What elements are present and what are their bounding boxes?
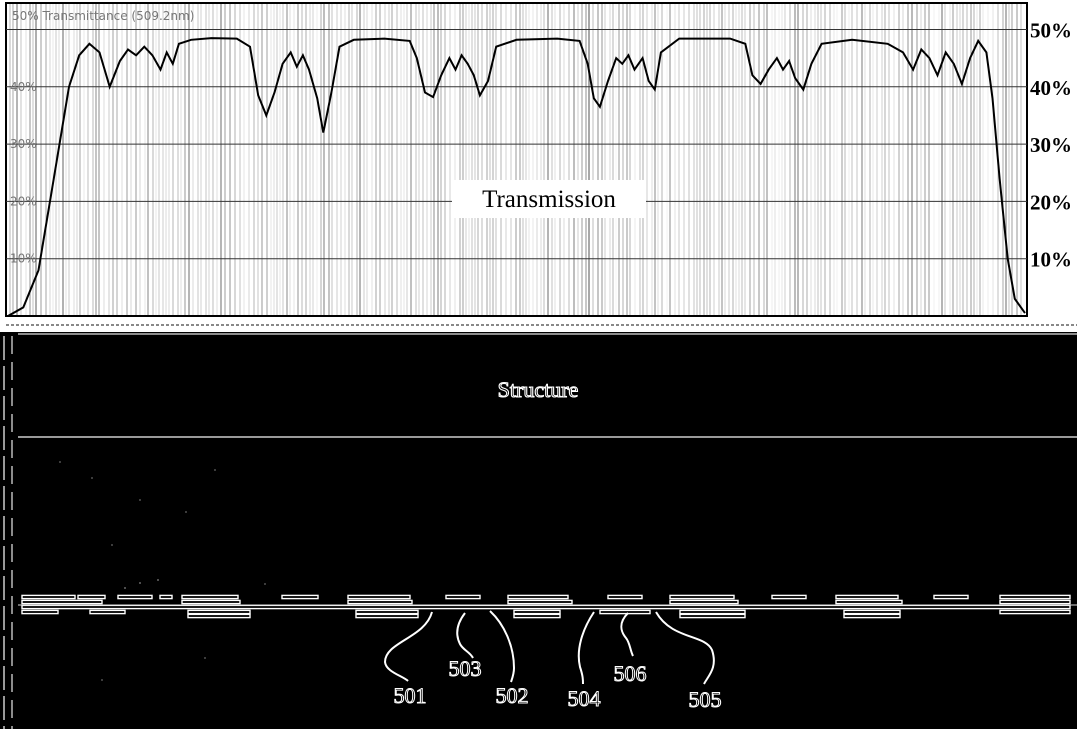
- layer-segment: [679, 609, 746, 615]
- layer-segment: [347, 594, 411, 600]
- layer-segment: [347, 599, 413, 605]
- vertical-hatching: [9, 4, 1022, 315]
- leader-502: [489, 610, 516, 683]
- layer-segment: [513, 613, 561, 619]
- layer-segment: [999, 599, 1071, 605]
- layer-segment: [607, 594, 643, 600]
- faint-tick-label: 40%: [10, 80, 37, 94]
- faint-tick-label: 20%: [10, 194, 37, 208]
- y-tick-label: 10%: [1030, 248, 1072, 272]
- layer-segment: [181, 599, 241, 605]
- layer-segment: [771, 594, 807, 600]
- layer-segment: [999, 609, 1071, 615]
- y-tick-label: 50%: [1030, 18, 1072, 42]
- layer-segment: [843, 609, 901, 615]
- structure-panel: Structure 501 503 502 504 506 505: [0, 332, 1077, 729]
- y-tick-label: 20%: [1030, 190, 1072, 214]
- layer-segment: [187, 613, 251, 619]
- layer-segment: [77, 594, 106, 600]
- callout-label-506: 506: [614, 661, 647, 686]
- structure-title: Structure: [498, 377, 579, 402]
- layer-segment: [835, 599, 903, 605]
- faint-caption: 50% Transmittance (509.2nm): [12, 9, 194, 23]
- faint-tick-labels: 40% 30% 20% 10%: [10, 80, 37, 266]
- leader-506: [620, 612, 634, 657]
- layer-stack: [21, 594, 1071, 619]
- leader-505: [655, 611, 715, 685]
- callout-label-504: 504: [568, 686, 601, 711]
- y-tick-labels: 50% 40% 30% 20% 10%: [1030, 18, 1072, 271]
- layer-segment: [159, 594, 173, 600]
- y-tick-label: 40%: [1030, 76, 1072, 100]
- layer-segment: [21, 594, 76, 600]
- layer-segment: [507, 594, 569, 600]
- layer-segment: [117, 594, 153, 600]
- faint-tick-label: 30%: [10, 137, 37, 151]
- layer-segment: [513, 609, 561, 615]
- callout-label-503: 503: [449, 656, 482, 681]
- layer-segment: [355, 609, 419, 615]
- transmission-panel: 50% Transmittance (509.2nm) 40% 30% 20% 10%…: [5, 2, 1072, 317]
- structure-background: [0, 332, 1077, 729]
- speckles: [59, 461, 266, 681]
- layer-segment: [21, 609, 59, 615]
- layer-segment: [843, 613, 901, 619]
- layer-segment: [999, 594, 1071, 600]
- layer-segment: [599, 609, 651, 615]
- title-backdrop: [452, 180, 646, 218]
- layer-segment: [679, 613, 746, 619]
- layer-segment: [21, 604, 1071, 610]
- callout-leaders: [383, 610, 715, 685]
- leader-504: [577, 611, 595, 685]
- callout-labels: 501 503 502 504 506 505: [393, 656, 722, 713]
- leader-501: [383, 611, 433, 682]
- layer-segment: [669, 594, 735, 600]
- callout-label-505: 505: [689, 687, 722, 712]
- layer-segment: [89, 609, 126, 615]
- layer-segment: [281, 594, 319, 600]
- layer-segment: [445, 594, 481, 600]
- layer-segment: [933, 594, 969, 600]
- series-line-transmission: [7, 37, 1026, 317]
- left-edge-strip: [2, 332, 16, 729]
- layer-segment: [507, 599, 573, 605]
- faint-tick-label: 10%: [10, 252, 37, 266]
- layer-segment: [21, 599, 103, 605]
- leader-503: [456, 612, 474, 659]
- chart-title: Transmission: [482, 186, 616, 213]
- layer-segment: [181, 594, 239, 600]
- layer-segment: [187, 609, 251, 615]
- layer-segment: [835, 594, 899, 600]
- callout-label-501: 501: [394, 683, 427, 708]
- layer-segment: [355, 613, 419, 619]
- y-tick-label: 30%: [1030, 133, 1072, 157]
- callout-label-502: 502: [496, 683, 529, 708]
- layer-segment: [669, 599, 739, 605]
